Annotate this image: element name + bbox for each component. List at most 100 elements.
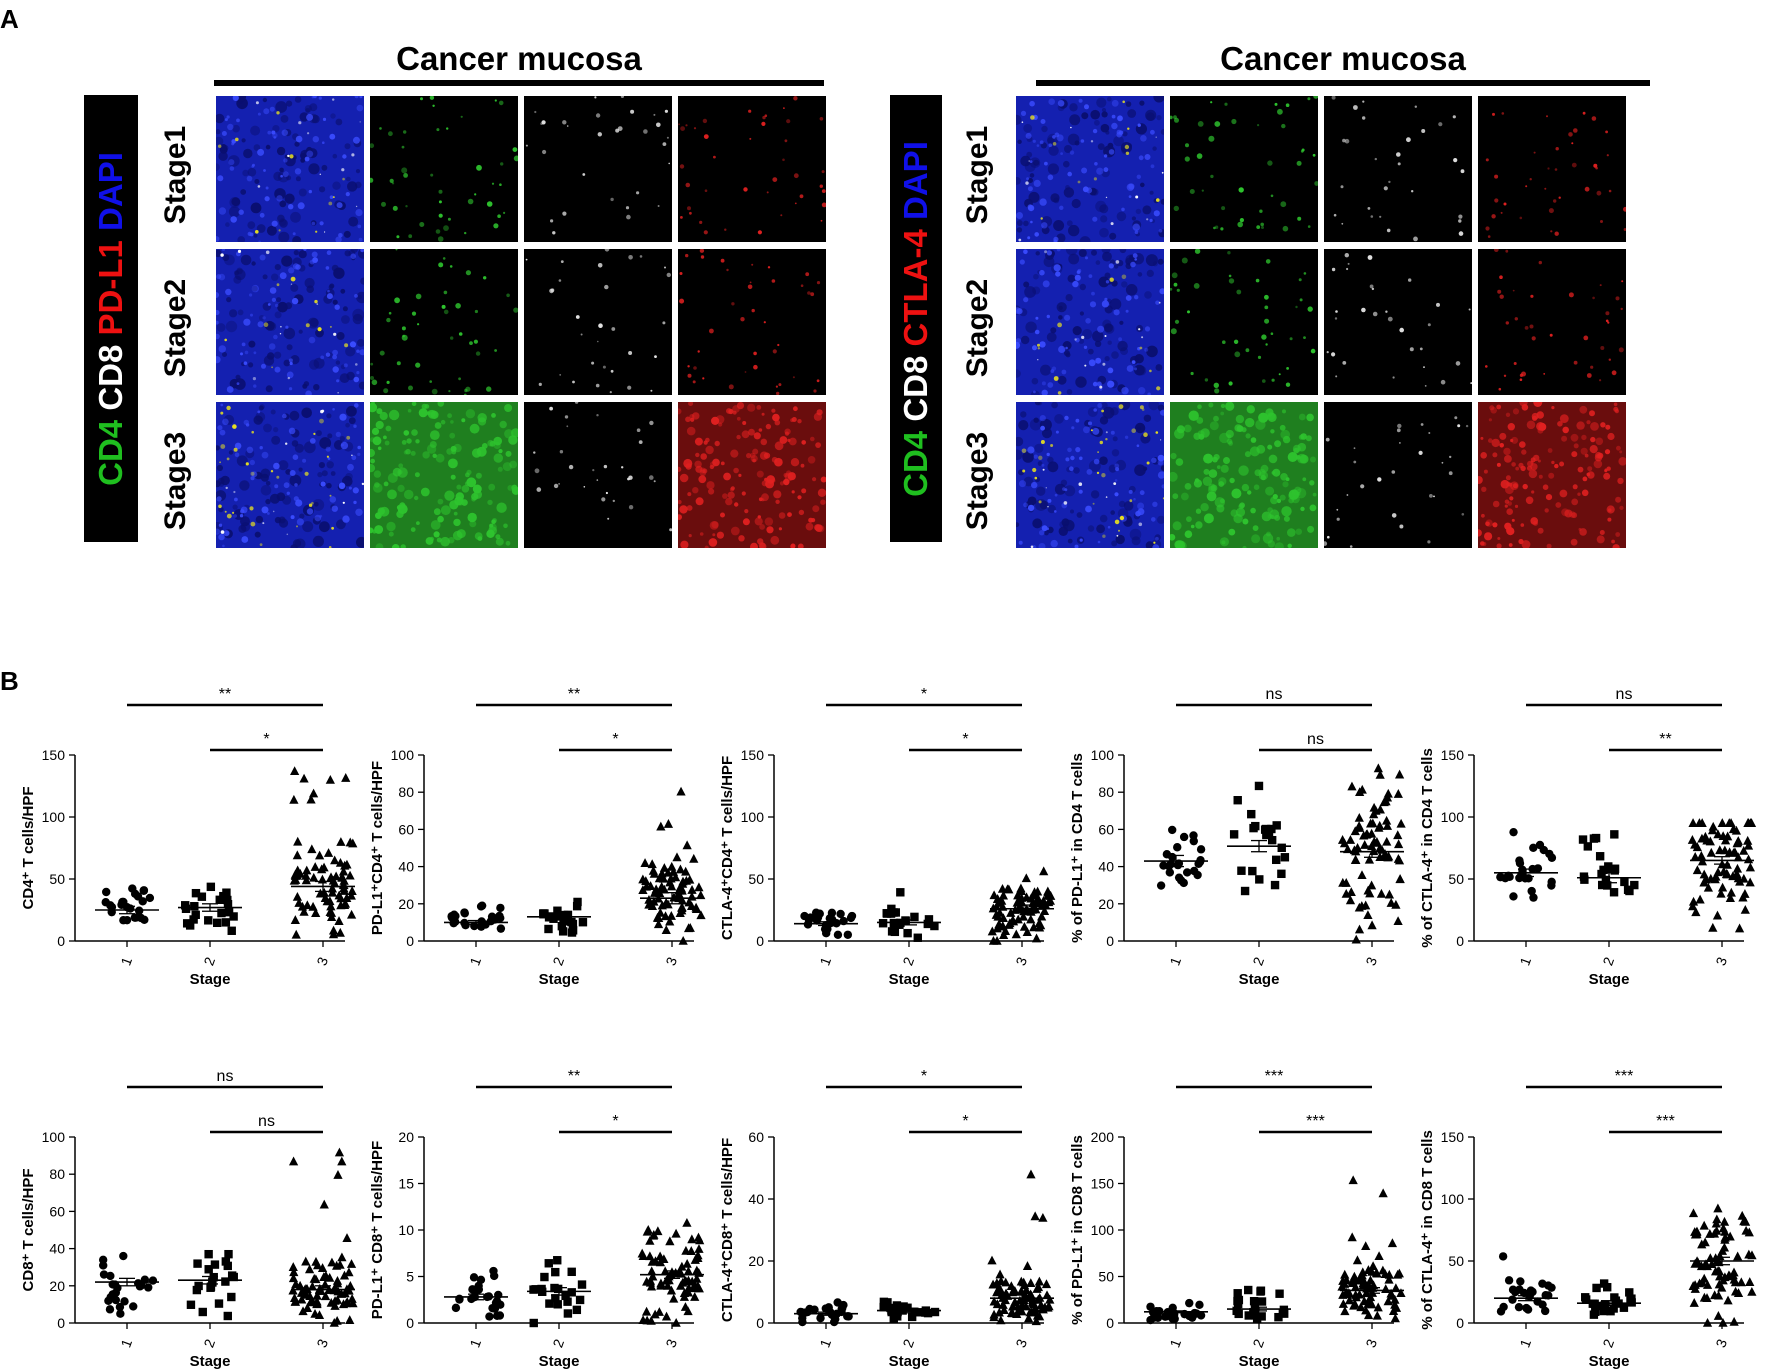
plot2-point-stage3-29 (696, 890, 706, 900)
plot2-point-stage2-6 (553, 906, 562, 915)
plot1-point-stage3-36 (292, 850, 302, 860)
plot1-point-stage3-5 (291, 929, 301, 939)
plot7-point-stage3-67 (654, 1307, 664, 1316)
plot2-point-stage2-9 (578, 918, 588, 927)
plot1-point-stage3-54 (291, 875, 301, 884)
right-stain-dapi: DAPI (897, 140, 934, 229)
plot9-point-stage3-17 (1363, 1310, 1374, 1320)
plot7-point-stage2-2 (553, 1256, 562, 1265)
plot1-point-stage3-64 (301, 870, 311, 880)
plot1-point-stage2-7 (212, 918, 222, 928)
plot6-point-stage3-5 (298, 1306, 308, 1316)
plot1-point-stage2-16 (191, 910, 200, 920)
plot10-point-stage3-66 (1729, 1267, 1739, 1277)
plot7-point-stage3-62 (648, 1271, 658, 1281)
plot10-point-stage3-34 (1737, 1210, 1747, 1220)
plot8-point-stage3-62 (992, 1299, 1003, 1309)
plot7-point-stage1-20 (488, 1303, 497, 1313)
plot8-point-stage1-22 (796, 1307, 805, 1317)
plot4-point-stage1-23 (1176, 876, 1186, 885)
plot1-point-stage1-24 (136, 913, 146, 923)
left-stage-label-1: Stage1 (159, 125, 192, 225)
plot5-sig-label-2: ** (1659, 731, 1671, 748)
plot10-point-stage3-79 (1690, 1229, 1701, 1239)
plot5-point-stage3-57 (1743, 835, 1753, 845)
plot9-point-stage3-76 (1338, 1290, 1348, 1299)
plot3-xlabel: Stage (889, 971, 930, 988)
plot10-point-stage3-73 (1719, 1216, 1730, 1226)
plot10-point-stage3-28 (1702, 1293, 1712, 1302)
plot5-point-stage3-45 (1710, 874, 1720, 884)
plot4-point-stage3-62 (1363, 910, 1373, 920)
plot1-point-stage2-5 (191, 888, 201, 898)
plot6-ytick-label-0: 0 (57, 1315, 65, 1331)
plot1-point-stage2-22 (224, 907, 234, 917)
plot5-point-stage3-64 (1703, 882, 1714, 892)
plot1-point-stage3-23 (326, 901, 336, 911)
plot6-point-stage3-26 (346, 1259, 357, 1268)
plot7-point-stage3-45 (641, 1306, 652, 1316)
plot1-point-stage3-26 (347, 886, 357, 895)
plot7-point-stage2-11 (577, 1280, 587, 1289)
plot5-point-stage3-75 (1688, 901, 1698, 911)
plot10-point-stage3-53 (1736, 1277, 1746, 1287)
plot4-point-stage3-36 (1345, 835, 1356, 844)
plot2-ytick-label-80: 80 (398, 784, 414, 800)
plot5-point-stage3-73 (1743, 818, 1754, 827)
plot1-point-stage3-75 (309, 872, 319, 882)
plot7-point-stage3-60 (695, 1235, 705, 1245)
plot1-ytick-label-50: 50 (49, 871, 65, 887)
plot10-point-stage3-43 (1702, 1317, 1713, 1327)
panel-a-letter: A (0, 4, 19, 34)
plot7-point-stage1-18 (469, 1273, 479, 1282)
plot2-point-stage2-17 (539, 910, 548, 919)
plot6-point-stage3-56 (291, 1279, 301, 1289)
plot1-point-stage3-31 (325, 774, 335, 784)
plot4-point-stage3-63 (1351, 934, 1361, 944)
plot9-point-stage2-22 (1252, 1314, 1262, 1324)
plot9-point-stage2-19 (1274, 1312, 1283, 1322)
plot8-point-stage3-78 (1016, 1276, 1026, 1286)
plot10-point-stage3-63 (1714, 1279, 1724, 1289)
right-stain-ctla-4: CTLA-4 (897, 228, 934, 356)
plot8-point-stage3-54 (1010, 1286, 1020, 1295)
plot7-point-stage3-66 (642, 1315, 652, 1325)
left-title-bar (214, 80, 824, 86)
plot5-point-stage2-17 (1630, 880, 1639, 890)
plot5-point-stage3-47 (1707, 825, 1718, 835)
plot1-point-stage3-80 (299, 906, 309, 916)
plot7-xtick-label-1: 1 (466, 1337, 484, 1350)
plot8-point-stage3-58 (1021, 1285, 1031, 1295)
plot10-point-stage1-18 (1496, 1307, 1506, 1316)
plot3-point-stage3-68 (1015, 896, 1025, 906)
plot5-point-stage1-24 (1533, 864, 1543, 873)
plot4-point-stage3-18 (1337, 835, 1348, 844)
plot4-point-stage2-9 (1272, 821, 1281, 830)
plot4-point-stage3-69 (1391, 899, 1401, 909)
plot6-point-stage3-67 (332, 1315, 342, 1325)
plot6-point-stage1-13 (119, 1251, 128, 1261)
plot2-point-stage3-27 (681, 866, 691, 876)
plot3-ylabel: CTLA-4⁺CD4⁺ T cells/HPF (719, 756, 736, 940)
plot8-point-stage1-21 (837, 1304, 846, 1314)
plot3-xtick-label-2: 2 (899, 955, 917, 968)
plot7-point-stage3-40 (679, 1288, 690, 1298)
plot5-point-stage3-43 (1691, 907, 1701, 917)
plot1-point-stage3-24 (306, 794, 316, 804)
plot2-point-stage3-58 (682, 840, 692, 850)
plot1-ytick-label-150: 150 (42, 747, 66, 763)
plot4-point-stage1-16 (1189, 836, 1198, 846)
plot5-point-stage1-20 (1529, 843, 1538, 852)
plot8-point-stage2-18 (921, 1308, 930, 1317)
plot10-point-stage2-8 (1603, 1283, 1612, 1292)
plot6-point-stage1-20 (111, 1288, 121, 1297)
plot1-point-stage2-4 (227, 926, 236, 935)
plot2-point-stage3-22 (638, 874, 648, 884)
plot9-point-stage2-20 (1256, 1286, 1266, 1295)
plot10-point-stage1-9 (1516, 1277, 1525, 1286)
plot1-point-stage3-34 (290, 915, 300, 924)
plot4-point-stage3-28 (1354, 812, 1364, 822)
plot7-point-stage3-28 (669, 1293, 679, 1303)
plot1-point-stage2-20 (189, 915, 198, 924)
plot3-point-stage3-35 (1034, 918, 1044, 928)
